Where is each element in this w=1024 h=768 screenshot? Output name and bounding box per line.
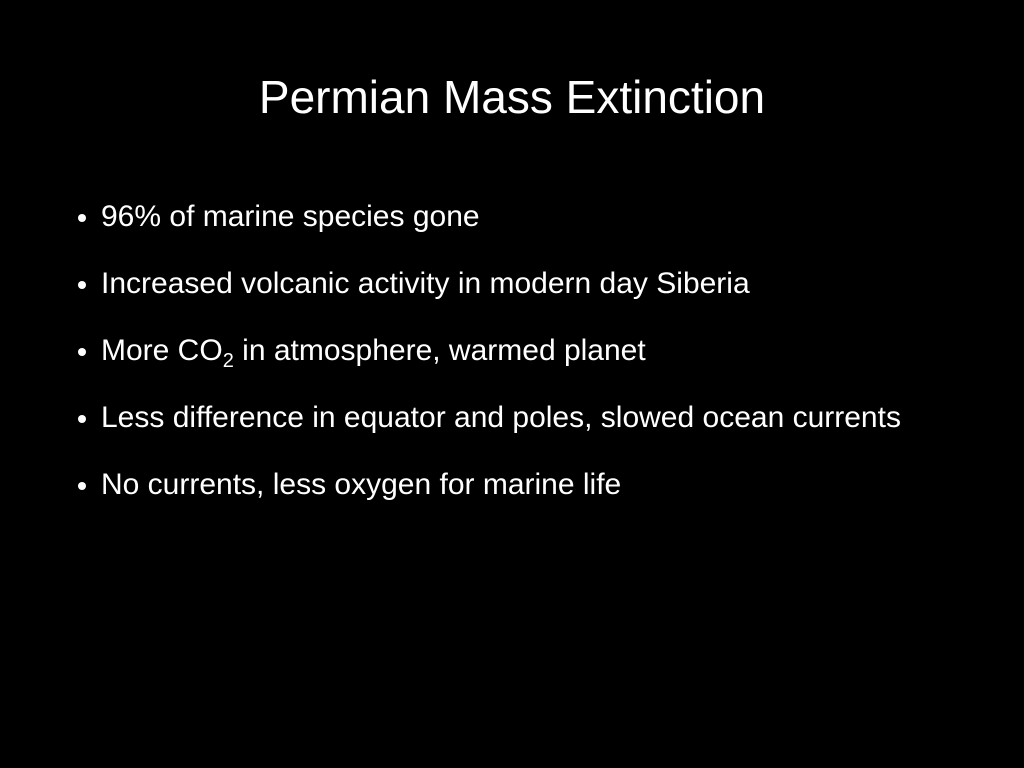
bullet-text: 96% of marine species gone <box>101 200 480 233</box>
bullet-text: in atmosphere, warmed planet <box>233 334 646 367</box>
bullet-item: More CO2 in atmosphere, warmed planet <box>101 324 971 377</box>
bullet-text: More CO <box>101 334 223 367</box>
subscript-text: 2 <box>222 350 234 372</box>
bullet-item: 96% of marine species gone <box>101 190 971 243</box>
bullet-text: Increased volcanic activity in modern da… <box>101 267 750 300</box>
bullet-item: Increased volcanic activity in modern da… <box>101 257 971 310</box>
bullet-item: No currents, less oxygen for marine life <box>101 458 971 511</box>
bullet-item: Less difference in equator and poles, sl… <box>101 391 971 444</box>
bullet-list: 96% of marine species gone Increased volc… <box>101 190 971 525</box>
slide-title: Permian Mass Extinction <box>258 71 766 123</box>
bullet-text: No currents, less oxygen for marine life <box>101 468 622 501</box>
bullet-text: Less difference in equator and poles, sl… <box>101 401 901 434</box>
